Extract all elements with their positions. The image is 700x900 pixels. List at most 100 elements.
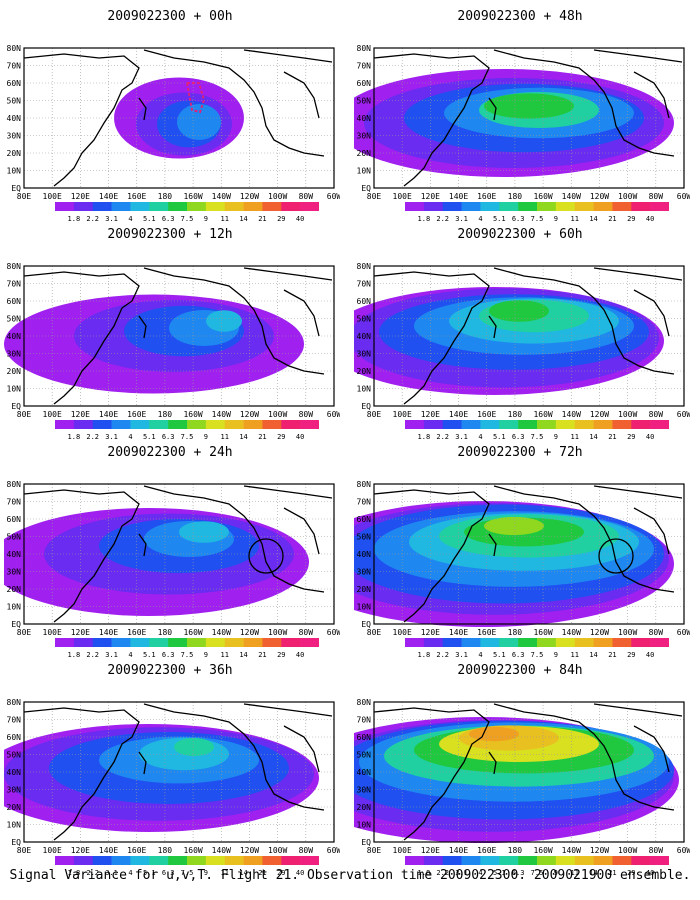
lat-label: 10N: [7, 385, 22, 394]
colorbar-label: 40: [646, 433, 654, 441]
colorbar-swatch: [423, 638, 444, 647]
colorbar-swatch: [423, 420, 444, 429]
lat-label: 50N: [7, 315, 22, 324]
lon-label: 100W: [268, 192, 287, 201]
lon-label: 120E: [421, 410, 440, 419]
colorbar-label: 11: [570, 651, 578, 659]
lon-label: 80W: [299, 410, 314, 419]
lon-label: 120E: [71, 410, 90, 419]
lon-label: 120E: [71, 628, 90, 637]
lat-label: 30N: [357, 132, 372, 141]
colorbar-label: 14: [589, 433, 597, 441]
colorbar-label: 3.1: [455, 869, 468, 877]
lon-label: 120E: [421, 192, 440, 201]
lat-label: 40N: [7, 550, 22, 559]
colorbar-label: 21: [608, 869, 616, 877]
lat-label: 50N: [357, 751, 372, 760]
colorbar: 1.8 2.2 3.1 4 5.1 6.3 7.5 9 11 14 21 29 40: [405, 638, 669, 659]
colorbar-label: 9: [204, 869, 208, 877]
colorbar-label: 4: [128, 433, 132, 441]
colorbar-swatch: [461, 856, 481, 865]
colorbar-label: 14: [589, 651, 597, 659]
lat-label: 70N: [7, 280, 22, 289]
lon-label: 120W: [240, 846, 259, 855]
colorbar-label: 9: [554, 433, 558, 441]
colorbar-swatch: [650, 856, 669, 865]
lat-label: 30N: [7, 350, 22, 359]
colorbar-swatch: [593, 420, 613, 429]
colorbar-label: 1.8: [418, 869, 431, 877]
colorbar-label: 2.2: [86, 869, 99, 877]
colorbar-swatch: [631, 856, 651, 865]
colorbar-label: 11: [220, 651, 228, 659]
colorbar-label: 6.3: [512, 433, 525, 441]
lon-label: 80W: [299, 628, 314, 637]
colorbar-label: 2.2: [436, 215, 449, 223]
lon-label: 160W: [183, 846, 202, 855]
colorbar-swatch: [650, 202, 669, 211]
coastline: [23, 485, 333, 623]
lon-label: 100W: [618, 410, 637, 419]
lon-label: 100W: [268, 628, 287, 637]
colorbar-label: 11: [220, 215, 228, 223]
colorbar-label: 5.1: [143, 651, 156, 659]
lon-label: 120E: [71, 192, 90, 201]
colorbar-swatch: [537, 202, 557, 211]
lat-label: 80N: [7, 262, 22, 271]
lat-label: 80N: [7, 44, 22, 53]
colorbar-swatch: [111, 638, 131, 647]
colorbar-label: 2.2: [436, 869, 449, 877]
colorbar-swatch: [92, 420, 112, 429]
lat-label: 60N: [357, 297, 372, 306]
colorbar-swatch: [574, 420, 594, 429]
colorbar-label: 11: [570, 869, 578, 877]
variance-field: [4, 508, 309, 616]
colorbar-label: 11: [220, 433, 228, 441]
panel-title: 2009022300 + 12h: [107, 227, 233, 242]
colorbar: 1.8 2.2 3.1 4 5.1 6.3 7.5 9 11 14 21 29 40: [55, 856, 319, 877]
coastline: [373, 485, 683, 623]
lon-label: 160E: [477, 846, 496, 855]
colorbar-label: 29: [277, 869, 285, 877]
colorbar-swatch: [612, 856, 632, 865]
colorbar-label: 1.8: [68, 651, 81, 659]
lon-label: 60W: [327, 628, 340, 637]
variance-field: [354, 717, 679, 843]
lon-label: 160E: [127, 846, 146, 855]
colorbar-swatch: [555, 202, 576, 211]
colorbar: 1.8 2.2 3.1 4 5.1 6.3 7.5 9 11 14 21 29 40: [405, 856, 669, 877]
colorbar-swatch: [499, 638, 519, 647]
lon-label: 80W: [299, 192, 314, 201]
colorbar-label: 21: [258, 651, 266, 659]
colorbar: 1.8 2.2 3.1 4 5.1 6.3 7.5 9 11 14 21 29 40: [55, 420, 319, 441]
lat-label: 20N: [7, 367, 22, 376]
colorbar-swatch: [187, 638, 207, 647]
colorbar-label: 21: [608, 215, 616, 223]
colorbar-swatch: [130, 420, 150, 429]
variance-contour: [469, 726, 519, 742]
colorbar-swatch: [205, 420, 226, 429]
colorbar-swatch: [555, 420, 576, 429]
colorbar-label: 7.5: [531, 215, 544, 223]
colorbar-swatch: [442, 856, 462, 865]
lon-label: 60W: [327, 410, 340, 419]
colorbar-swatch: [73, 420, 94, 429]
colorbar-label: 29: [627, 433, 635, 441]
colorbar-swatch: [168, 420, 188, 429]
colorbar-swatch: [518, 420, 538, 429]
lon-label: 180: [158, 846, 173, 855]
colorbar-label: 5.1: [143, 433, 156, 441]
variance-contour: [489, 300, 549, 322]
lon-label: 80E: [17, 846, 32, 855]
colorbar-label: 7.5: [181, 215, 194, 223]
lat-label: 50N: [357, 533, 372, 542]
coastline: [23, 267, 333, 405]
target-circle: [598, 538, 634, 574]
map-panel: 2009022300 + 48h 80N 70N 60N 50N 40N 30N 20N 10N…: [350, 6, 690, 224]
lon-label: 120W: [590, 192, 609, 201]
variance-field: [354, 287, 664, 395]
colorbar-label: 4: [478, 215, 482, 223]
lon-label: 160W: [533, 192, 552, 201]
